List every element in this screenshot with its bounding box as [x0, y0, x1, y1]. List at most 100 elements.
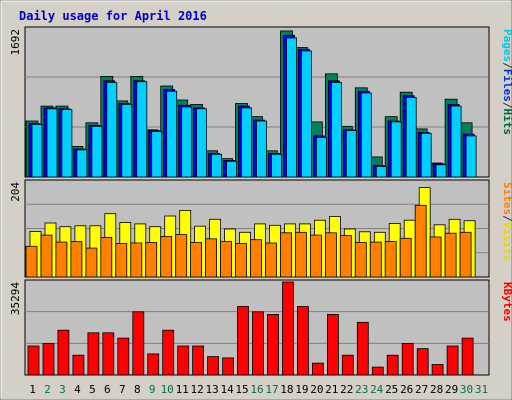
day-label-6: 6 — [104, 383, 111, 396]
y-max-label: 35294 — [9, 282, 22, 315]
bar-sites-day-3 — [55, 241, 68, 278]
bar-pages-day-12 — [196, 108, 208, 178]
day-label-7: 7 — [119, 383, 126, 396]
bar-sites-day-20 — [309, 234, 322, 278]
bar-kbytes-day-13 — [207, 356, 220, 376]
day-label-26: 26 — [400, 383, 413, 396]
panel-visits-sites: 204 Sites/Visits — [9, 179, 512, 278]
day-label-25: 25 — [385, 383, 398, 396]
bar-kbytes-day-5 — [87, 332, 100, 376]
bar-kbytes-day-19 — [296, 306, 309, 376]
y-max-label: 204 — [9, 182, 22, 202]
legend-middle: Sites/Visits — [501, 182, 512, 262]
bar-sites-day-9 — [145, 242, 158, 278]
chart-panels: 1692Pages/Files/Hits204Sites/Visits35294… — [9, 26, 512, 376]
bar-pages-day-20 — [315, 137, 327, 178]
bar-kbytes-day-3 — [57, 329, 70, 376]
bar-kbytes-day-17 — [267, 313, 279, 376]
bar-pages-day-9 — [151, 131, 163, 178]
bar-kbytes-day-29 — [446, 345, 459, 376]
bar-kbytes-day-10 — [162, 329, 175, 376]
legend-item: / — [501, 62, 512, 69]
bar-kbytes-day-14 — [222, 357, 235, 376]
bar-kbytes-day-7 — [117, 337, 130, 376]
bar-pages-day-24 — [375, 166, 387, 178]
bar-kbytes-day-25 — [386, 354, 399, 376]
bar-pages-day-22 — [345, 130, 357, 178]
bar-pages-day-14 — [226, 160, 238, 178]
bar-sites-day-17 — [265, 242, 277, 278]
day-label-1: 1 — [29, 383, 36, 396]
day-label-14: 14 — [220, 383, 234, 396]
bar-sites-day-21 — [324, 232, 337, 278]
bar-sites-day-22 — [339, 235, 352, 278]
bar-sites-day-6 — [100, 236, 113, 278]
bar-sites-day-1 — [25, 245, 38, 278]
bar-kbytes-day-6 — [102, 332, 115, 376]
bar-kbytes-day-27 — [416, 348, 429, 376]
bar-pages-day-5 — [91, 125, 103, 178]
bar-pages-day-7 — [121, 104, 133, 178]
legend-item: Files — [501, 69, 512, 102]
legend-item: Visits — [501, 222, 512, 262]
bar-pages-day-23 — [360, 92, 372, 178]
bar-kbytes-day-30 — [461, 337, 474, 376]
bar-sites-day-25 — [384, 241, 397, 278]
day-label-9: 9 — [149, 383, 156, 396]
day-label-15: 15 — [235, 383, 248, 396]
bar-sites-day-19 — [294, 231, 307, 278]
bar-sites-day-15 — [235, 243, 247, 278]
bar-kbytes-day-11 — [177, 345, 190, 376]
bar-kbytes-day-12 — [192, 345, 205, 376]
bar-sites-day-11 — [175, 234, 188, 278]
legend-item: Sites — [501, 182, 512, 215]
bar-kbytes-day-18 — [282, 281, 294, 376]
bar-pages-day-16 — [256, 120, 267, 178]
legend-bottom: KBytes — [501, 282, 512, 322]
day-label-19: 19 — [295, 383, 308, 396]
bar-pages-day-10 — [166, 90, 178, 178]
bar-pages-day-29 — [450, 105, 462, 178]
legend-item: KBytes — [501, 282, 512, 322]
bar-kbytes-day-16 — [252, 311, 264, 376]
day-label-2: 2 — [44, 383, 51, 396]
bar-kbytes-day-15 — [237, 306, 249, 376]
day-label-31: 31 — [475, 383, 488, 396]
bar-kbytes-day-28 — [431, 364, 444, 376]
day-label-23: 23 — [355, 383, 368, 396]
bar-kbytes-day-26 — [401, 342, 414, 376]
legend-item: / — [501, 215, 512, 222]
bar-pages-day-1 — [31, 124, 43, 178]
bar-pages-day-11 — [181, 106, 193, 178]
day-label-11: 11 — [176, 383, 189, 396]
bar-sites-day-26 — [399, 237, 412, 278]
bar-pages-day-18 — [286, 37, 297, 178]
bar-pages-day-15 — [241, 107, 252, 178]
bar-sites-day-10 — [160, 236, 173, 278]
bar-pages-day-26 — [405, 97, 417, 178]
bar-sites-day-4 — [70, 241, 83, 278]
day-label-20: 20 — [310, 383, 323, 396]
legend-item: / — [501, 102, 512, 109]
bar-pages-day-6 — [106, 82, 118, 178]
bar-pages-day-17 — [271, 153, 282, 178]
day-label-29: 29 — [445, 383, 458, 396]
bar-sites-day-28 — [429, 236, 442, 278]
panel-kbytes: 35294 KBytes — [9, 279, 512, 376]
bar-kbytes-day-9 — [147, 353, 160, 376]
bar-kbytes-day-21 — [326, 313, 339, 376]
bar-sites-day-14 — [220, 241, 233, 278]
day-label-10: 10 — [161, 383, 174, 396]
bar-sites-day-27 — [414, 204, 427, 278]
bar-sites-day-12 — [190, 242, 203, 278]
bar-kbytes-day-1 — [27, 345, 40, 376]
bar-sites-day-7 — [115, 243, 128, 278]
bar-kbytes-day-22 — [341, 354, 354, 376]
bar-pages-day-2 — [46, 108, 58, 178]
legend-top: Pages/Files/Hits — [501, 29, 512, 135]
bar-sites-day-8 — [130, 242, 143, 278]
bar-pages-day-3 — [61, 109, 73, 178]
